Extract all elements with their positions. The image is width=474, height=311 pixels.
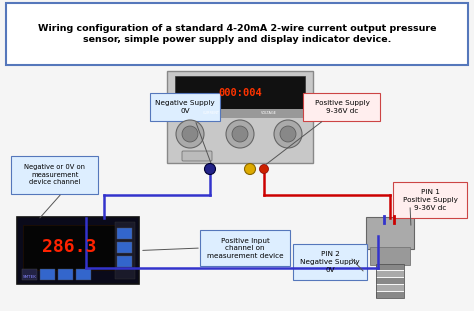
- FancyBboxPatch shape: [23, 225, 115, 270]
- FancyBboxPatch shape: [167, 71, 313, 163]
- FancyBboxPatch shape: [22, 268, 37, 280]
- Text: CURRENT: CURRENT: [203, 111, 220, 115]
- Circle shape: [176, 120, 204, 148]
- FancyBboxPatch shape: [376, 271, 404, 277]
- Circle shape: [274, 120, 302, 148]
- Text: PIN 2
Negative Supply
0V: PIN 2 Negative Supply 0V: [300, 252, 360, 272]
- Circle shape: [245, 164, 255, 174]
- Text: VOLTAGE: VOLTAGE: [261, 111, 277, 115]
- FancyBboxPatch shape: [76, 268, 91, 280]
- Circle shape: [182, 126, 198, 142]
- Circle shape: [204, 164, 216, 174]
- Circle shape: [259, 165, 268, 174]
- FancyBboxPatch shape: [118, 256, 133, 267]
- FancyBboxPatch shape: [293, 244, 367, 280]
- Text: Negative Supply
0V: Negative Supply 0V: [155, 100, 215, 114]
- FancyBboxPatch shape: [370, 247, 410, 265]
- Circle shape: [232, 126, 248, 142]
- Text: Negative or 0V on
measurement
device channel: Negative or 0V on measurement device cha…: [25, 165, 85, 185]
- FancyBboxPatch shape: [6, 3, 468, 65]
- FancyBboxPatch shape: [393, 182, 467, 218]
- FancyBboxPatch shape: [118, 228, 133, 239]
- FancyBboxPatch shape: [40, 268, 55, 280]
- FancyBboxPatch shape: [376, 278, 404, 284]
- Circle shape: [280, 126, 296, 142]
- FancyBboxPatch shape: [11, 156, 99, 194]
- Text: 286.3: 286.3: [42, 239, 96, 257]
- FancyBboxPatch shape: [150, 93, 220, 121]
- FancyBboxPatch shape: [175, 109, 304, 118]
- FancyBboxPatch shape: [303, 93, 381, 121]
- FancyBboxPatch shape: [366, 217, 414, 249]
- FancyBboxPatch shape: [376, 285, 404, 291]
- Text: Wiring configuration of a standard 4-20mA 2-wire current output pressure
sensor,: Wiring configuration of a standard 4-20m…: [38, 24, 436, 44]
- FancyBboxPatch shape: [17, 217, 139, 284]
- FancyBboxPatch shape: [200, 230, 290, 266]
- FancyBboxPatch shape: [376, 264, 404, 270]
- Text: Positive Supply
9-36V dc: Positive Supply 9-36V dc: [315, 100, 369, 114]
- Text: SMTEK: SMTEK: [23, 275, 37, 279]
- Circle shape: [226, 120, 254, 148]
- FancyBboxPatch shape: [376, 292, 404, 298]
- Text: 000:004: 000:004: [218, 88, 262, 98]
- Text: PIN 1
Positive Supply
9-36V dc: PIN 1 Positive Supply 9-36V dc: [402, 189, 457, 211]
- FancyBboxPatch shape: [58, 268, 73, 280]
- FancyBboxPatch shape: [118, 242, 133, 253]
- Text: Positive Input
channel on
measurement device: Positive Input channel on measurement de…: [207, 238, 283, 258]
- FancyBboxPatch shape: [115, 222, 135, 279]
- FancyBboxPatch shape: [182, 151, 212, 161]
- FancyBboxPatch shape: [175, 76, 305, 110]
